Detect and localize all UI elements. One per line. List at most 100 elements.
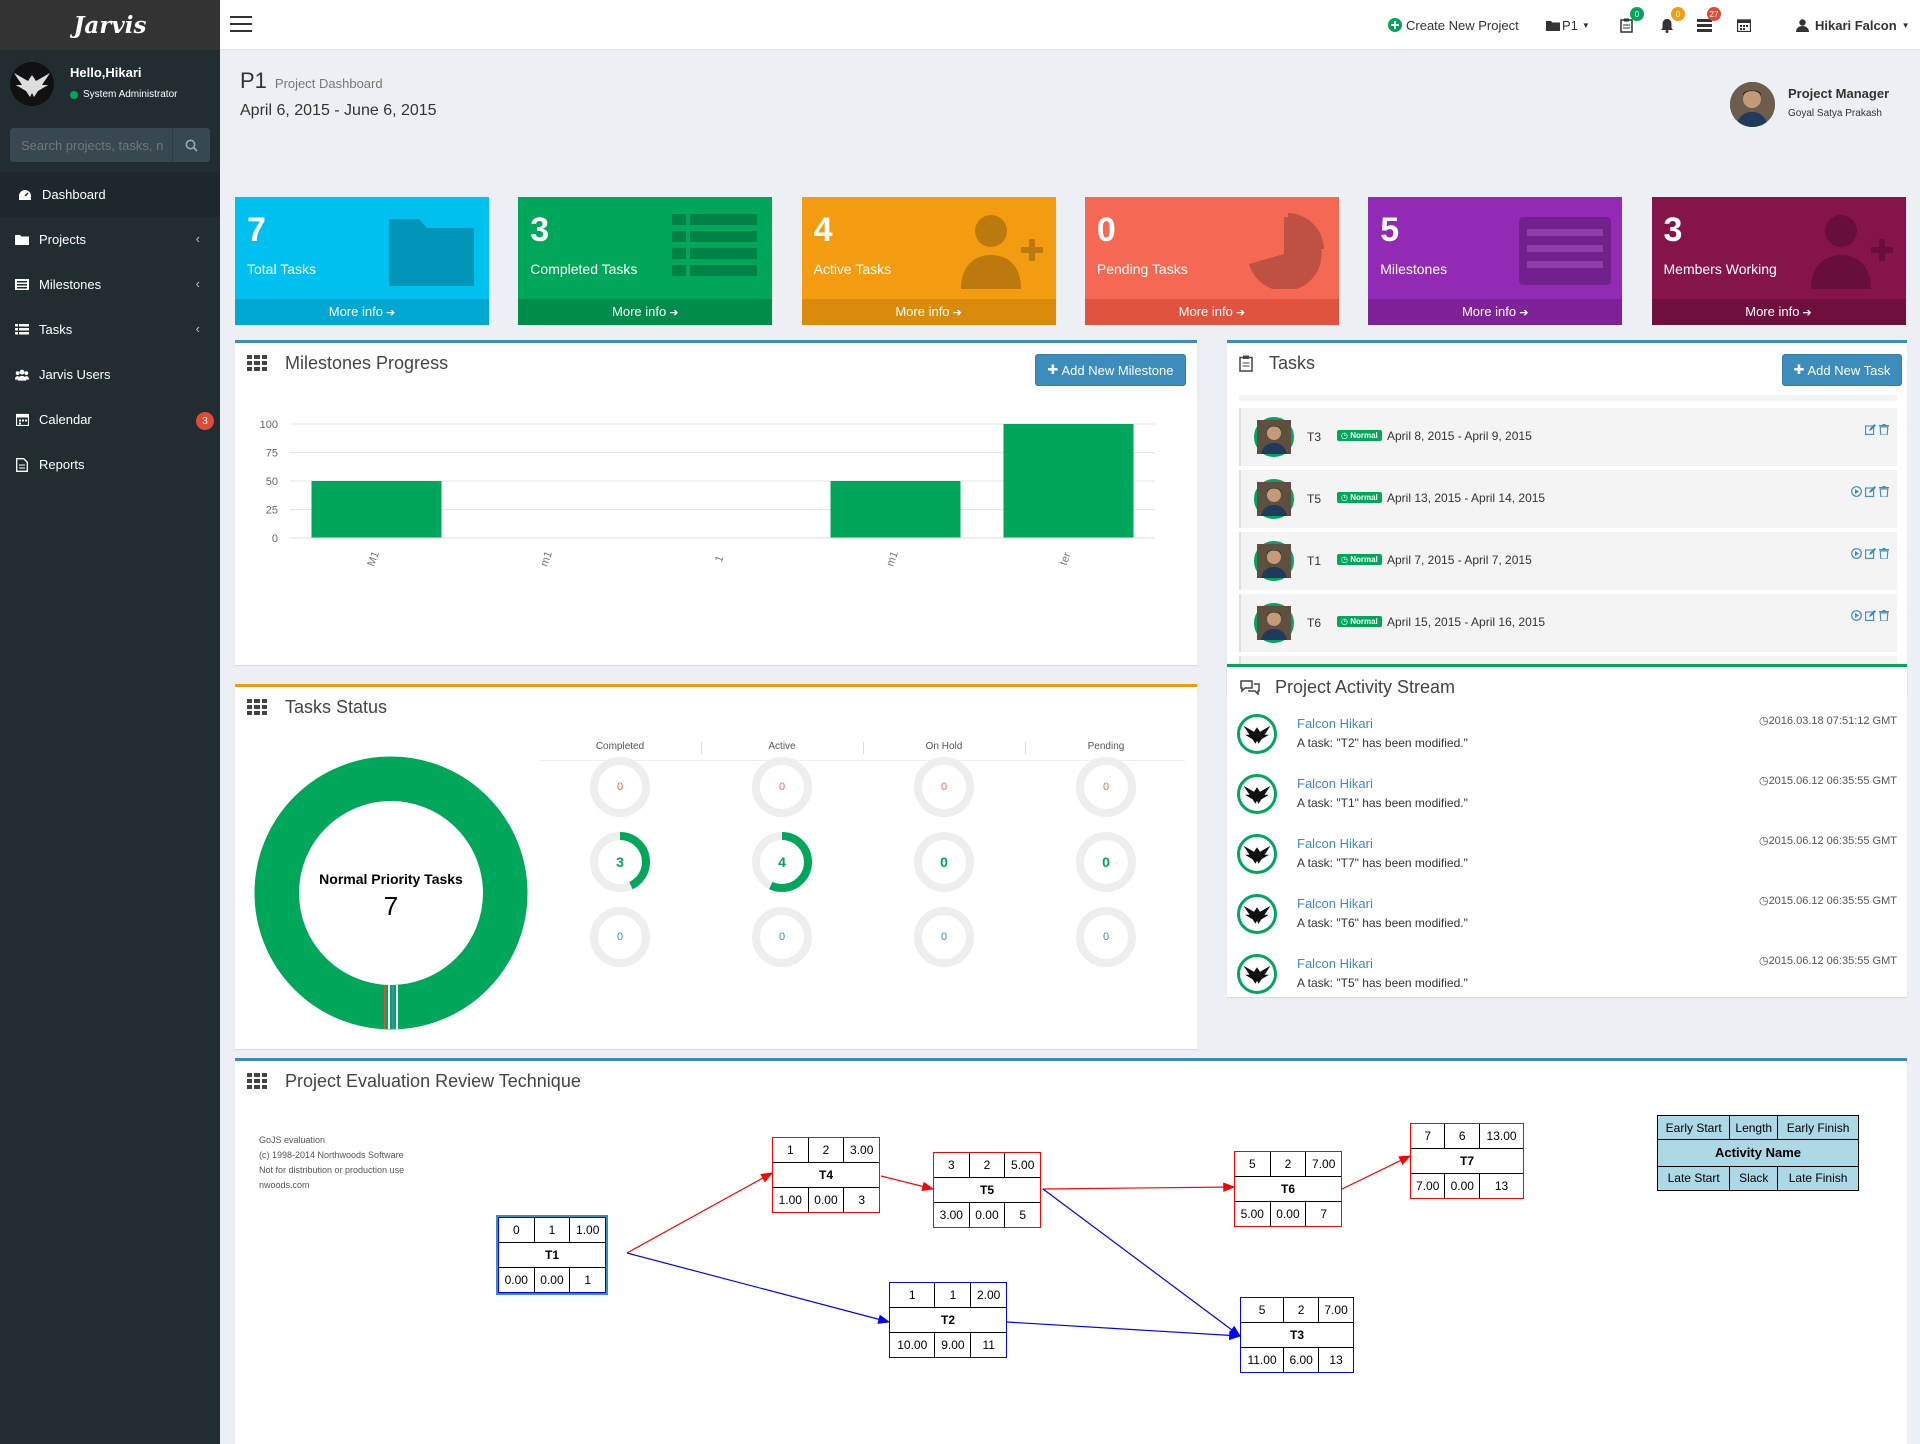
sidebar-search-input[interactable]: [10, 137, 172, 153]
sidebar-item-reports[interactable]: Reports: [0, 442, 220, 487]
x-tick-label: ter: [1058, 551, 1074, 567]
pert-node-t5[interactable]: 3 2 5.00 T5 3.00 0.00 5: [933, 1152, 1041, 1228]
trash-icon[interactable]: [1879, 546, 1889, 564]
user-plus-icon: [1801, 209, 1896, 289]
more-info-link[interactable]: More info ➔: [235, 299, 489, 325]
sidebar-item-jarvis-users[interactable]: Jarvis Users: [0, 352, 220, 397]
activity-time-text: 2015.06.12 06:35:55 GMT: [1768, 895, 1897, 907]
arrow-circle-right-icon: ➔: [1799, 307, 1812, 319]
stat-value: 3: [1663, 211, 1683, 249]
online-status-icon: [70, 90, 78, 99]
y-tick-label: 100: [260, 419, 278, 431]
stat-label: Total Tasks: [247, 261, 316, 277]
pert-legend: Early Start Length Early Finish Activity Na…: [1657, 1115, 1859, 1191]
edit-icon[interactable]: [1865, 422, 1876, 440]
list-alt-icon: [1517, 209, 1612, 289]
play-circle-icon[interactable]: [1851, 546, 1862, 564]
clipboard-icon: [1239, 355, 1253, 372]
clock-icon: ◷: [1341, 555, 1351, 564]
search-button[interactable]: [172, 128, 210, 162]
activity-timestamp: ◷2015.06.12 06:35:55 GMT: [1759, 834, 1897, 847]
sidebar-item-calendar[interactable]: Calendar 3: [0, 397, 220, 442]
play-circle-icon[interactable]: [1851, 608, 1862, 626]
user-plus-icon: [951, 209, 1046, 289]
knob-fill-arc: [590, 832, 650, 892]
pert-node-t3[interactable]: 5 2 7.00 T3 11.00 6.00 13: [1240, 1297, 1354, 1373]
pert-cell-slack: 0.00: [1444, 1173, 1481, 1198]
pert-link: [1042, 1182, 1236, 1192]
pert-link: [1006, 1321, 1242, 1341]
more-info-link[interactable]: More info ➔: [518, 299, 773, 325]
edit-icon[interactable]: [1865, 484, 1876, 502]
more-info-link[interactable]: More info ➔: [801, 299, 1056, 325]
pert-node-t6[interactable]: 5 2 7.00 T6 5.00 0.00 7: [1234, 1151, 1342, 1227]
add-task-button[interactable]: ✚ Add New Task: [1782, 354, 1902, 386]
sidebar-item-dashboard[interactable]: Dashboard: [0, 172, 220, 217]
messages-notification[interactable]: [1697, 0, 1712, 50]
tasks-count-badge: 0: [1630, 7, 1644, 21]
pert-cell-slack: 0.00: [808, 1187, 845, 1212]
task-row[interactable]: T6 ◷ Normal April 15, 2015 - April 16, 201…: [1239, 594, 1897, 652]
trash-icon[interactable]: [1879, 608, 1889, 626]
play-circle-icon[interactable]: [1851, 484, 1862, 502]
pert-link: [1341, 1155, 1412, 1190]
activity-user-link[interactable]: Falcon Hikari: [1297, 836, 1373, 851]
activity-user-link[interactable]: Falcon Hikari: [1297, 956, 1373, 971]
add-milestone-button[interactable]: ✚ Add New Milestone: [1035, 354, 1186, 386]
create-project-link[interactable]: Create New Project: [1388, 0, 1519, 50]
priority-tag-label: Normal: [1350, 493, 1378, 502]
pert-cell-es: 1: [890, 1283, 936, 1308]
edit-icon[interactable]: [1865, 608, 1876, 626]
pert-node-t7[interactable]: 7 6 13.00 T7 7.00 0.00 13: [1410, 1123, 1524, 1199]
sidebar-item-milestones[interactable]: Milestones ‹: [0, 262, 220, 307]
task-row[interactable]: T1 ◷ Normal April 7, 2015 - April 7, 2015: [1239, 532, 1897, 590]
pert-cell-lf: 11: [982, 1338, 995, 1353]
task-name: T5: [1307, 492, 1322, 506]
column-divider: [863, 742, 864, 754]
folder-icon: [15, 234, 29, 246]
edit-icon[interactable]: [1865, 546, 1876, 564]
activity-timestamp: ◷2015.06.12 06:35:55 GMT: [1759, 774, 1897, 787]
status-knob-pending: 0: [1076, 832, 1136, 892]
more-info-link[interactable]: More info ➔: [1368, 299, 1623, 325]
calendar-link[interactable]: [1737, 0, 1751, 50]
sidebar-toggle-icon[interactable]: [230, 16, 252, 32]
pert-node-t2[interactable]: 1 1 2.00 T2 10.00 9.00 11: [889, 1282, 1007, 1358]
pert-cell-lf: 1: [584, 1273, 592, 1288]
task-row[interactable]: T3 ◷ Normal April 8, 2015 - April 9, 2015: [1239, 408, 1897, 466]
sidebar-item-label: Projects: [39, 232, 86, 247]
alerts-notification[interactable]: [1660, 0, 1674, 50]
sidebar-item-tasks[interactable]: Tasks ‹: [0, 307, 220, 352]
falcon-icon: [1243, 785, 1271, 804]
project-dropdown[interactable]: P1 ▼: [1546, 0, 1590, 50]
activity-user-link[interactable]: Falcon Hikari: [1297, 716, 1373, 731]
trash-icon[interactable]: [1879, 484, 1889, 502]
sidebar-item-projects[interactable]: Projects ‹: [0, 217, 220, 262]
priority-tag: ◷ Normal: [1337, 492, 1382, 503]
tasks-notification[interactable]: [1620, 0, 1633, 50]
pert-link: [880, 1175, 935, 1192]
app-logo[interactable]: Jarvis: [0, 0, 220, 50]
pert-node-t1[interactable]: 0 1 1.00 T1 0.00 0.00 1: [498, 1217, 606, 1293]
pert-node-t4[interactable]: 1 2 3.00 T4 1.00 0.00 3: [772, 1137, 880, 1213]
task-row[interactable]: T5 ◷ Normal April 13, 2015 - April 14, 201…: [1239, 470, 1897, 528]
legend-cell-slack: Slack: [1729, 1166, 1779, 1190]
pert-link: [626, 1172, 774, 1254]
more-info-link[interactable]: More info ➔: [1084, 299, 1339, 325]
caret-down-icon: ▼: [1901, 20, 1910, 30]
user-menu[interactable]: Hikari Falcon ▼: [1796, 0, 1910, 50]
status-knob-pending: 0: [1076, 907, 1136, 967]
more-info-link[interactable]: More info ➔: [1651, 299, 1906, 325]
activity-user-link[interactable]: Falcon Hikari: [1297, 896, 1373, 911]
pert-link: [1042, 1188, 1241, 1337]
main-content: P1 Project Dashboard April 6, 2015 - June…: [220, 50, 1920, 1444]
pert-cell-lf: 7: [1320, 1207, 1328, 1222]
arrow-circle-right-icon: ➔: [1516, 307, 1529, 319]
trash-icon[interactable]: [1879, 422, 1889, 440]
activity-user-link[interactable]: Falcon Hikari: [1297, 776, 1373, 791]
clock-icon: ◷: [1758, 955, 1769, 967]
donut-label: Normal Priority Tasks: [319, 871, 463, 887]
th-grid-icon: [247, 355, 267, 371]
task-assignee-avatar: [1254, 479, 1294, 519]
pert-cell-name: T1: [499, 1242, 605, 1269]
